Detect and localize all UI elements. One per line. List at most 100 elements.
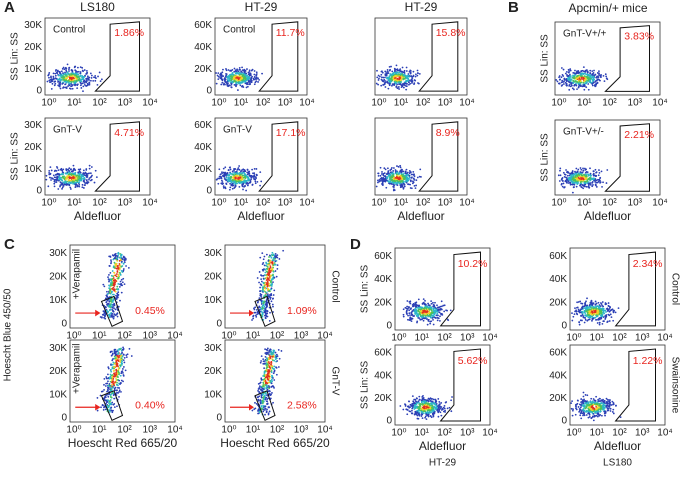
event-dot — [66, 71, 69, 74]
event-dot — [271, 374, 273, 377]
event-dot — [263, 380, 265, 382]
event-dot — [107, 380, 109, 383]
event-dot — [576, 75, 579, 77]
event-dot — [75, 181, 78, 184]
y-axis-label: SS Lin: SS — [540, 133, 551, 182]
event-dot — [81, 78, 84, 81]
event-dot — [231, 80, 233, 83]
event-dot — [407, 73, 410, 75]
x-axis-label: Hoescht Red 665/20 — [68, 436, 178, 450]
event-dot — [265, 396, 268, 399]
event-dot — [266, 289, 269, 291]
event-dot — [227, 169, 230, 171]
event-dot — [266, 268, 269, 270]
event-dot — [574, 80, 577, 82]
event-dot — [227, 176, 230, 179]
event-dot — [235, 81, 238, 84]
event-dot — [412, 181, 415, 184]
event-dot — [251, 184, 254, 186]
event-dot — [120, 254, 122, 257]
event-dot — [114, 358, 117, 361]
event-dot — [57, 188, 60, 190]
event-dot — [264, 413, 266, 416]
event-dot — [231, 170, 234, 173]
event-dot — [399, 76, 401, 79]
event-dot — [558, 180, 561, 182]
event-dot — [120, 372, 123, 375]
event-dot — [575, 72, 578, 75]
event-dot — [107, 302, 110, 305]
event-dot — [111, 287, 114, 290]
event-dot — [268, 387, 271, 390]
event-dot — [593, 84, 596, 87]
event-dot — [50, 80, 53, 82]
event-dot — [78, 77, 81, 80]
event-dot — [575, 173, 578, 175]
event-dot — [392, 73, 395, 75]
panel-title: Apcmin/+ mice — [568, 1, 647, 15]
event-dot — [240, 70, 243, 73]
event-dot — [568, 88, 571, 91]
y-tick-label: 30K — [49, 343, 67, 354]
event-dot — [563, 173, 566, 176]
event-dot — [123, 283, 126, 286]
event-dot — [271, 355, 274, 358]
event-dot — [54, 80, 57, 83]
event-dot — [242, 182, 245, 185]
event-dot — [586, 79, 588, 82]
event-dot — [61, 67, 64, 70]
event-dot — [49, 78, 52, 81]
event-dot — [277, 349, 280, 351]
event-dot — [61, 175, 64, 178]
event-dot — [264, 312, 267, 315]
event-dot — [263, 255, 266, 258]
event-dot — [595, 171, 598, 174]
event-dot — [271, 251, 274, 254]
event-dot — [265, 411, 268, 414]
event-dot — [430, 300, 433, 302]
event-dot — [260, 360, 263, 362]
event-dot — [266, 312, 269, 315]
event-dot — [244, 80, 247, 82]
event-dot — [259, 184, 261, 187]
event-dot — [83, 181, 86, 183]
event-dot — [571, 87, 574, 90]
event-dot — [103, 378, 106, 380]
event-dot — [380, 73, 383, 76]
event-dot — [109, 410, 111, 413]
event-dot — [57, 78, 60, 81]
event-dot — [122, 348, 125, 351]
event-dot — [399, 164, 402, 167]
plot-label: GnT-V+/+ — [563, 29, 607, 40]
event-dot — [273, 365, 276, 368]
event-dot — [227, 75, 230, 78]
event-dot — [107, 278, 110, 281]
event-dot — [245, 180, 248, 182]
event-dot — [87, 181, 90, 184]
x-tick-label: 10⁰ — [41, 98, 56, 109]
event-dot — [384, 70, 387, 73]
event-dot — [69, 168, 72, 171]
event-dot — [571, 191, 574, 194]
event-dot — [48, 72, 51, 74]
event-dot — [267, 259, 270, 262]
event-dot — [584, 183, 587, 186]
event-dot — [584, 175, 587, 178]
event-dot — [128, 347, 131, 350]
event-dot — [120, 278, 123, 281]
event-dot — [259, 401, 262, 404]
event-dot — [277, 366, 280, 368]
event-dot — [266, 270, 269, 273]
event-dot — [240, 178, 243, 181]
event-dot — [265, 306, 267, 309]
event-dot — [110, 303, 113, 306]
event-dot — [119, 274, 122, 276]
event-dot — [396, 165, 398, 167]
event-dot — [101, 403, 104, 406]
event-dot — [397, 165, 400, 168]
event-dot — [569, 74, 572, 77]
event-dot — [395, 176, 398, 179]
event-dot — [121, 368, 124, 370]
event-dot — [67, 79, 70, 82]
